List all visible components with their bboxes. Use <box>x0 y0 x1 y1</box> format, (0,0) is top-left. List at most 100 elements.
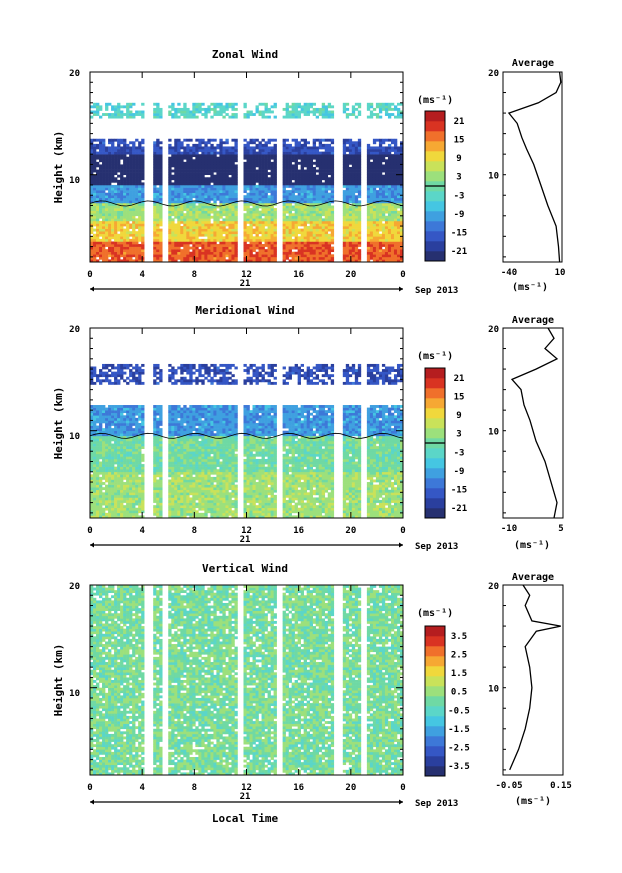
heat-cell <box>108 197 112 201</box>
heat-cell <box>393 172 398 176</box>
heat-cell <box>141 249 145 253</box>
heat-cell <box>396 151 401 155</box>
heat-cell <box>384 220 389 224</box>
heat-cell <box>168 143 172 147</box>
heat-cell <box>210 259 214 263</box>
heat-cell <box>291 238 295 242</box>
heat-cell <box>270 190 274 193</box>
heat-cell <box>156 169 160 173</box>
heat-cell <box>231 174 235 178</box>
heat-cell <box>204 228 208 232</box>
heat-cell <box>246 210 250 214</box>
heat-cell <box>183 213 187 217</box>
heat-cell <box>129 208 133 211</box>
heat-cell <box>105 184 109 188</box>
heat-cell <box>219 244 223 247</box>
heat-cell <box>204 179 208 183</box>
heat-cell <box>93 507 97 511</box>
heat-cell <box>201 205 205 209</box>
heat-cell <box>126 228 130 232</box>
heat-cell <box>180 259 184 263</box>
heat-cell <box>267 156 271 160</box>
heat-cell <box>105 507 109 511</box>
heat-cell <box>201 241 205 245</box>
heat-cell <box>327 184 332 188</box>
heat-cell <box>321 110 326 114</box>
heat-cell <box>153 164 157 168</box>
heat-cell <box>225 138 229 142</box>
heat-cell <box>132 259 136 263</box>
heat-cell <box>159 218 163 222</box>
heat-cell <box>159 159 163 163</box>
heat-cell <box>396 113 401 116</box>
heat-cell <box>183 238 187 242</box>
heat-cell <box>375 259 380 263</box>
heat-cell <box>90 249 94 253</box>
heat-cell <box>159 197 163 201</box>
heat-cell <box>330 151 335 155</box>
heat-cell <box>312 149 317 152</box>
heat-cell <box>396 156 401 160</box>
heat-cell <box>114 164 118 168</box>
heat-cell <box>285 228 289 232</box>
heat-cell <box>105 420 109 424</box>
heat-cell <box>207 200 211 204</box>
heat-cell <box>318 174 323 178</box>
heat-cell <box>141 218 145 222</box>
heat-cell <box>234 238 238 242</box>
heat-cell <box>366 105 371 109</box>
heat-cell <box>243 200 247 204</box>
heat-cell <box>126 179 130 183</box>
heat-cell <box>399 246 404 250</box>
heat-cell <box>204 146 208 150</box>
heat-cell <box>315 205 320 209</box>
heat-cell <box>351 141 356 145</box>
heat-cell <box>330 110 335 114</box>
heat-cell <box>351 197 356 201</box>
heat-cell <box>390 256 395 260</box>
heat-cell <box>120 246 124 250</box>
heat-cell <box>345 154 350 158</box>
x-tick-label: 0 <box>87 270 92 280</box>
heat-cell <box>195 233 199 237</box>
heat-cell <box>126 231 130 235</box>
heat-cell <box>255 143 259 147</box>
heat-cell <box>108 200 112 204</box>
heat-cell <box>255 110 259 114</box>
heat-cell <box>351 256 356 260</box>
heat-cell <box>114 167 118 170</box>
heat-cell <box>342 256 347 260</box>
heat-cell <box>345 146 350 150</box>
heat-cell <box>204 213 208 217</box>
heat-cell <box>264 154 268 158</box>
heat-cell <box>300 159 304 163</box>
heat-cell <box>249 249 253 253</box>
heat-cell <box>99 200 103 204</box>
heat-cell <box>132 167 136 170</box>
heat-cell <box>282 161 286 165</box>
heat-cell <box>111 143 115 147</box>
heat-cell <box>396 164 401 168</box>
heat-cell <box>321 169 326 173</box>
heat-cell <box>321 218 326 222</box>
heat-cell <box>135 251 139 255</box>
heat-cell <box>312 110 317 114</box>
heat-cell <box>219 190 223 193</box>
heat-cell <box>132 226 136 229</box>
heat-cell <box>153 151 157 155</box>
heat-cell <box>327 187 332 191</box>
heat-cell <box>213 151 217 155</box>
heat-cell <box>174 184 178 188</box>
heat-cell <box>222 241 226 245</box>
heat-cell <box>183 102 187 106</box>
heat-cell <box>123 184 127 188</box>
heat-cell <box>387 241 392 245</box>
heat-cell <box>132 161 136 165</box>
heat-cell <box>108 233 112 237</box>
heat-cell <box>387 190 392 193</box>
heat-cell <box>93 246 97 250</box>
heat-cell <box>135 231 139 235</box>
heat-cell <box>96 412 100 416</box>
heat-cell <box>243 226 247 229</box>
heat-cell <box>294 177 298 181</box>
